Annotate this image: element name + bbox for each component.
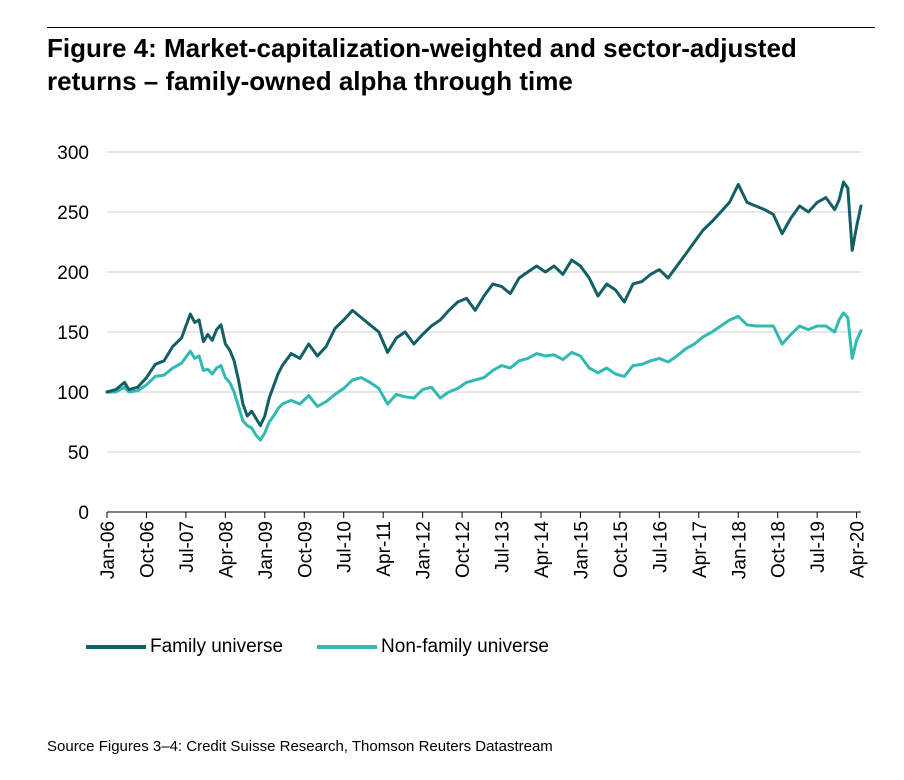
line-chart: 0 50 100 150 200 250 300 Jan-06 Oct-06 Jul-07 Apr-… (57, 143, 868, 579)
x-tick-label: Apr-11 (374, 521, 395, 577)
x-tick-label: Oct-18 (769, 521, 790, 578)
y-tick-label: 0 (78, 503, 89, 524)
x-tick-label: Jan-15 (571, 521, 592, 579)
x-tick-label: Jul-19 (808, 521, 829, 573)
x-tick-label: Oct-12 (453, 521, 474, 578)
top-rule (47, 27, 875, 28)
chart-title-line-1: Figure 4: Market-capitalization-weighted… (47, 33, 797, 63)
chart-title: Figure 4: Market-capitalization-weighted… (47, 32, 877, 98)
y-tick-label: 200 (57, 263, 89, 284)
chart-title-line-2: returns – family-owned alpha through tim… (47, 66, 573, 96)
y-tick-label: 250 (57, 203, 89, 224)
x-tick-label: Apr-17 (690, 521, 711, 578)
x-tick-label: Oct-06 (137, 521, 158, 578)
y-tick-label: 150 (57, 323, 89, 344)
legend-item-non-family: Non-family universe (317, 636, 549, 658)
x-tick-label: Jul-16 (650, 521, 671, 573)
series-lines (105, 180, 863, 442)
x-tick-label: Jan-09 (256, 521, 277, 579)
legend-label-family: Family universe (150, 636, 284, 657)
legend-swatch-family (86, 645, 146, 649)
x-tick-label: Jul-13 (493, 521, 514, 573)
legend: Family universe Non-family universe (86, 634, 583, 660)
x-tick-label: Oct-09 (295, 521, 316, 578)
x-tick-label: Apr-14 (532, 521, 553, 578)
x-tick-label: Jul-07 (177, 521, 198, 573)
x-tick-label: Oct-15 (611, 521, 632, 578)
x-tick-label: Jan-18 (729, 521, 750, 579)
y-tick-label: 50 (68, 443, 89, 464)
x-tick-label: Jan-06 (98, 521, 119, 579)
x-tick-label: Apr-08 (216, 521, 237, 578)
legend-item-family: Family universe (86, 636, 283, 658)
x-tick-label: Jan-12 (414, 521, 435, 579)
non-family-universe-line (105, 311, 863, 442)
y-tick-label: 100 (57, 383, 89, 404)
axes: 0 50 100 150 200 250 300 Jan-06 Oct-06 Jul-07 Apr-… (57, 143, 868, 579)
y-tick-label: 300 (57, 143, 89, 164)
family-universe-line (105, 180, 863, 428)
gridlines (107, 151, 861, 453)
source-note: Source Figures 3–4: Credit Suisse Resear… (47, 738, 553, 755)
legend-label-non-family: Non-family universe (381, 636, 549, 657)
x-tick-label: Apr-20 (848, 521, 869, 578)
x-tick-label: Jul-10 (335, 521, 356, 573)
legend-swatch-non-family (317, 645, 378, 649)
